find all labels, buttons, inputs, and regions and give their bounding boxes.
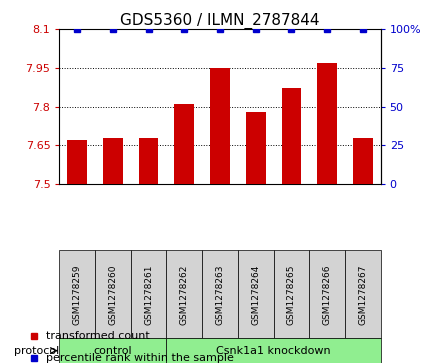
Text: Csnk1a1 knockdown: Csnk1a1 knockdown <box>216 346 331 356</box>
Text: GSM1278260: GSM1278260 <box>108 264 117 325</box>
Bar <box>317 63 337 184</box>
Bar <box>353 138 373 184</box>
Bar <box>238 250 274 338</box>
Title: GDS5360 / ILMN_2787844: GDS5360 / ILMN_2787844 <box>120 13 320 29</box>
Text: GSM1278265: GSM1278265 <box>287 264 296 325</box>
Bar <box>67 140 87 184</box>
Bar <box>210 68 230 184</box>
Bar <box>345 250 381 338</box>
Bar <box>166 250 202 338</box>
Text: GSM1278266: GSM1278266 <box>323 264 332 325</box>
Bar <box>95 250 131 338</box>
Text: control: control <box>94 346 132 356</box>
Bar <box>246 112 265 184</box>
Text: protocol: protocol <box>14 346 59 356</box>
Bar <box>282 89 301 184</box>
Text: GSM1278259: GSM1278259 <box>73 264 82 325</box>
Text: transformed count: transformed count <box>46 331 150 341</box>
Bar <box>59 250 95 338</box>
Bar <box>103 138 123 184</box>
Bar <box>309 250 345 338</box>
Bar <box>131 250 166 338</box>
Text: GSM1278262: GSM1278262 <box>180 264 189 325</box>
Text: percentile rank within the sample: percentile rank within the sample <box>46 352 234 363</box>
Text: GSM1278264: GSM1278264 <box>251 264 260 325</box>
Text: GSM1278263: GSM1278263 <box>216 264 224 325</box>
Bar <box>202 250 238 338</box>
Text: GSM1278267: GSM1278267 <box>358 264 367 325</box>
Bar <box>139 138 158 184</box>
Bar <box>59 338 166 363</box>
Bar <box>166 338 381 363</box>
Text: GSM1278261: GSM1278261 <box>144 264 153 325</box>
Bar <box>274 250 309 338</box>
Bar <box>175 104 194 184</box>
